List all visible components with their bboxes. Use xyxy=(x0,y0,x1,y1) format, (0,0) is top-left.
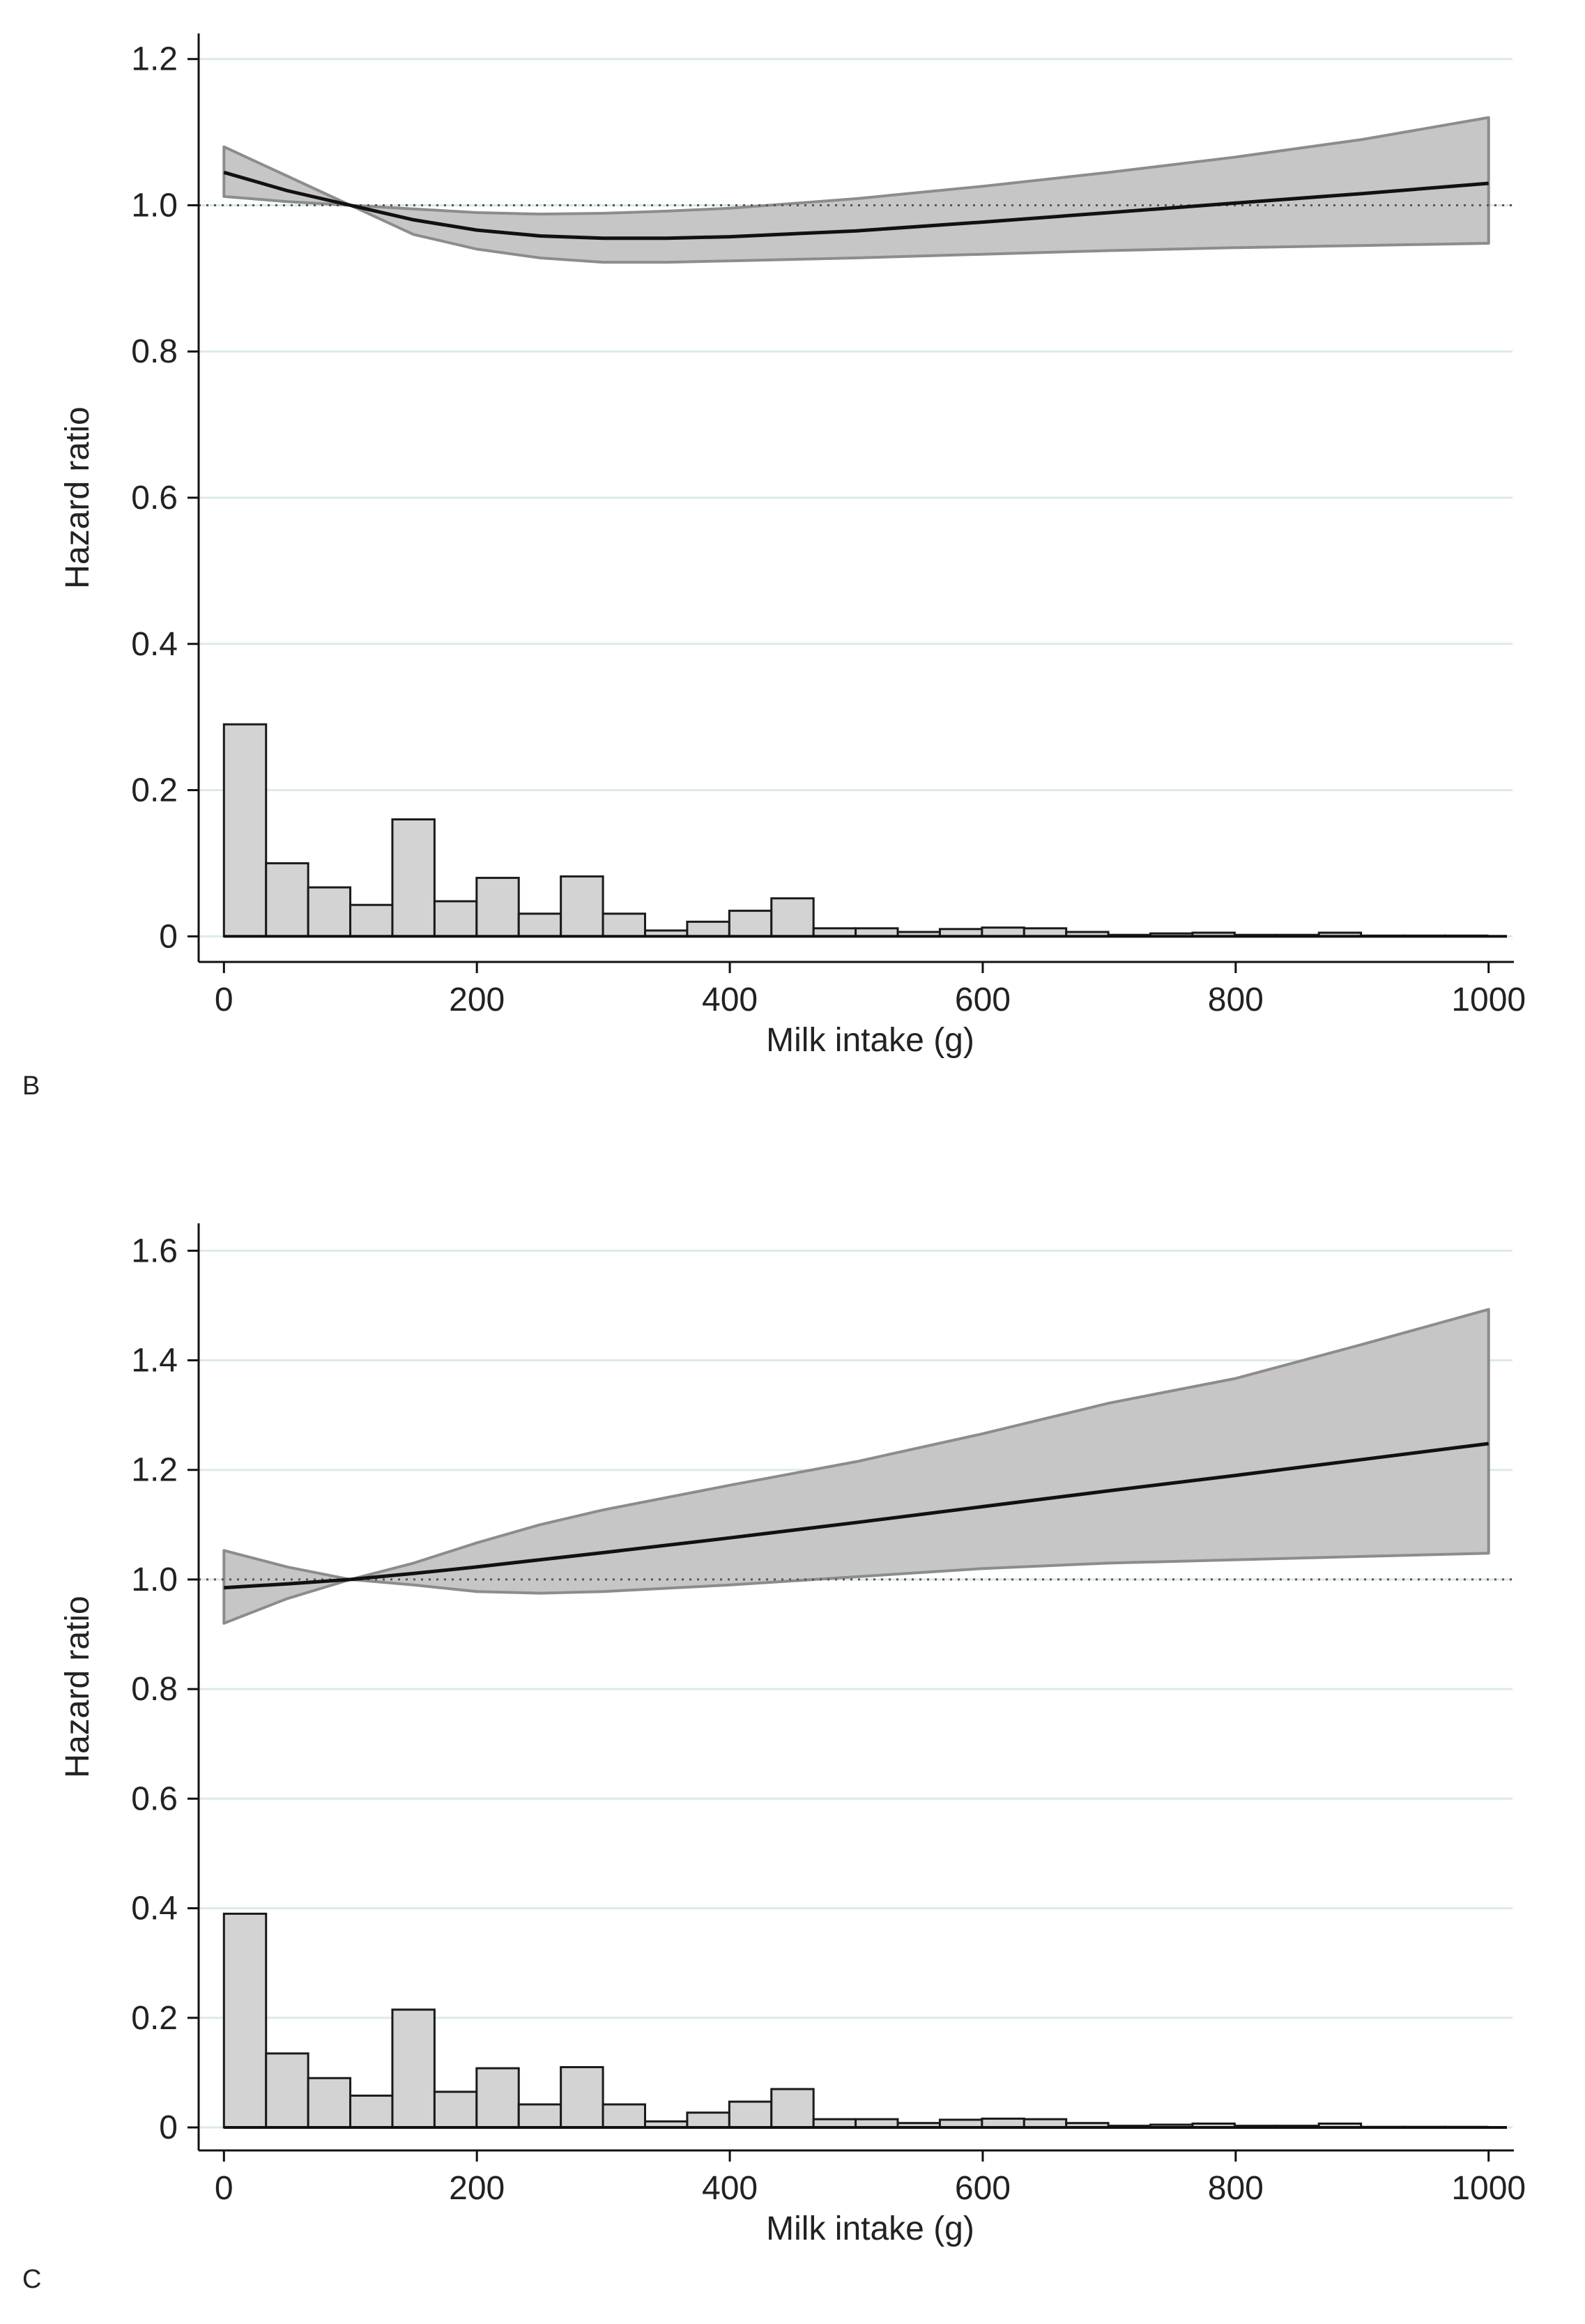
x-tick-label: 400 xyxy=(702,981,758,1018)
y-tick-label: 1.0 xyxy=(131,187,178,224)
histogram-bar xyxy=(349,903,394,938)
y-tick-label: 0.6 xyxy=(131,480,178,517)
histogram-bar xyxy=(770,2088,815,2129)
histogram-bar xyxy=(517,912,562,938)
histogram-bar xyxy=(686,920,730,938)
y-axis-title: Hazard ratio xyxy=(59,1596,96,1778)
histogram-bar xyxy=(433,2090,478,2129)
histogram-bar xyxy=(222,1912,268,2129)
x-tick-label: 400 xyxy=(702,2170,758,2207)
histogram-bar xyxy=(391,818,436,938)
x-tick-label: 1000 xyxy=(1451,2170,1526,2207)
x-tick-label: 800 xyxy=(1208,981,1264,1018)
y-tick-label: 0 xyxy=(159,918,178,955)
panel-b: 0 0.2 0.4 0.6 0.8 1.0 1.2 0 200 400 600 800 1000 Milk… xyxy=(22,33,1526,1101)
y-tick-label: 0.6 xyxy=(131,1780,178,1817)
x-tick-label: 600 xyxy=(955,981,1011,1018)
histogram-bar xyxy=(517,2103,562,2129)
x-tick-label: 1000 xyxy=(1451,981,1526,1018)
histogram-bar xyxy=(770,897,815,938)
panel-label: B xyxy=(22,1071,40,1101)
x-axis-title: Milk intake (g) xyxy=(766,2210,974,2247)
histogram-bar xyxy=(728,2100,773,2129)
y-tick-label: 1.2 xyxy=(131,41,178,78)
x-tick-label: 600 xyxy=(955,2170,1011,2207)
y-tick-label: 1.2 xyxy=(131,1452,178,1489)
confidence-band xyxy=(222,1308,1490,1625)
histogram-bar xyxy=(349,2094,394,2129)
histogram-bar xyxy=(475,2067,520,2129)
histogram-bar xyxy=(433,900,478,938)
histogram-bar xyxy=(560,875,604,938)
panel-c: 0 0.2 0.4 0.6 0.8 1.0 1.2 1.4 1.6 0 200 400 600 800 10… xyxy=(22,1223,1526,2294)
x-tick-label: 800 xyxy=(1208,2170,1264,2207)
y-axis-title: Hazard ratio xyxy=(59,406,96,588)
histogram-bar xyxy=(265,2052,309,2129)
panel-label: C xyxy=(22,2265,41,2294)
hazard-ratio-line xyxy=(224,1442,1490,1590)
histogram-bar xyxy=(560,2066,604,2129)
x-axis-title: Milk intake (g) xyxy=(766,1022,974,1059)
y-tick-label: 1.0 xyxy=(131,1561,178,1598)
y-tick-label: 0.4 xyxy=(131,1890,178,1927)
x-tick-label: 200 xyxy=(449,981,505,1018)
y-tick-label: 1.4 xyxy=(131,1343,178,1379)
confidence-band xyxy=(222,116,1490,264)
y-tick-label: 0.8 xyxy=(131,1671,178,1708)
hazard-ratio-line xyxy=(223,170,1489,240)
y-tick-label: 0.4 xyxy=(131,626,178,663)
histogram-bar xyxy=(602,2103,646,2129)
histogram-bar xyxy=(602,912,646,938)
histogram-bar xyxy=(728,910,773,938)
x-tick-label: 200 xyxy=(449,2170,505,2207)
histogram-bar xyxy=(265,862,309,938)
histogram-bar xyxy=(686,2111,730,2129)
histogram-bar xyxy=(222,723,268,938)
x-tick-label: 0 xyxy=(215,2170,233,2207)
histogram-bar xyxy=(307,886,352,938)
y-tick-label: 0.2 xyxy=(131,772,178,809)
y-tick-label: 0.2 xyxy=(131,2000,178,2037)
y-tick-label: 1.6 xyxy=(131,1232,178,1269)
histogram-bar xyxy=(307,2077,352,2129)
y-tick-label: 0.8 xyxy=(131,333,178,370)
histogram-bar xyxy=(391,2008,436,2129)
y-tick-label: 0 xyxy=(159,2109,178,2146)
histogram-bar xyxy=(475,876,520,938)
x-tick-label: 0 xyxy=(215,981,233,1018)
